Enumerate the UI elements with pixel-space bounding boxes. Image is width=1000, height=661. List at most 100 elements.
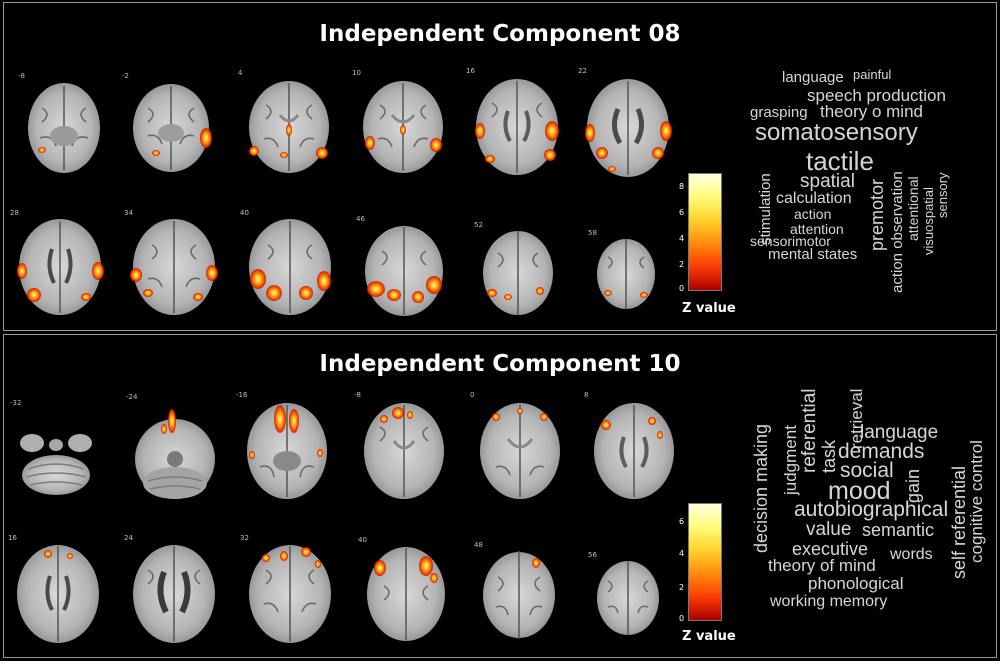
slice-label: -2 [122, 72, 129, 80]
slice-label: 8 [584, 391, 589, 399]
slice-label: 40 [240, 209, 249, 217]
panel-title: Independent Component 10 [319, 351, 681, 377]
slice-label: 56 [588, 551, 597, 559]
word-cloud-term: painful [853, 67, 892, 82]
word-cloud-term: speech production [807, 86, 946, 105]
colorbar-tick: 2 [679, 260, 685, 269]
colorbar-tick: 6 [679, 208, 685, 217]
brain-slice-image [483, 231, 553, 315]
brain-slice: -8 [18, 72, 107, 178]
colorbar-label: Z value [682, 301, 736, 316]
word-cloud-term: phonological [808, 574, 904, 593]
slice-label: 0 [470, 391, 475, 399]
colorbar-tick: 8 [679, 182, 685, 191]
brain-slice-image [475, 79, 559, 175]
word-cloud-term: stimulation [757, 173, 774, 245]
brain-slice-image [480, 403, 560, 499]
brain-slice-image [597, 561, 659, 635]
word-cloud-term: somatosensory [755, 119, 918, 146]
brain-slice-image [365, 226, 443, 316]
word-cloud-term: mood [828, 477, 891, 505]
word-cloud-term: grasping [750, 104, 808, 121]
word-cloud-term: demands [838, 440, 925, 463]
brain-slice: 46 [356, 215, 448, 321]
component-10-panel: Independent Component 10 -32 -24 -16 [3, 334, 997, 658]
slice-label: -8 [354, 391, 361, 399]
brain-slice-image [133, 84, 212, 172]
brain-slice-image [247, 403, 327, 499]
word-cloud-term: action [794, 206, 832, 222]
slice-label: 58 [588, 229, 597, 237]
colorbar-gradient [688, 173, 722, 291]
word-cloud-term: sensorimotor [750, 233, 831, 249]
brain-slice: 22 [578, 67, 674, 183]
colorbar-gradient [688, 503, 722, 621]
word-cloud-term: social [840, 459, 894, 482]
brain-slice-image [363, 81, 443, 173]
brain-slice-image [594, 403, 674, 499]
slice-label: 24 [124, 534, 133, 542]
word-cloud-term: words [890, 546, 933, 563]
colorbar-tick: 6 [679, 517, 685, 526]
component-08-panel: Independent Component 08 -8 -2 4 [3, 2, 997, 331]
brain-slice: 56 [588, 551, 664, 639]
brain-slice: 52 [474, 221, 558, 319]
brain-slice: 8 [584, 391, 680, 503]
word-cloud-term: theory o mind [820, 102, 923, 121]
word-cloud-term: judgment [781, 425, 800, 495]
word-cloud: language painful speech production grasp… [744, 3, 994, 332]
word-cloud-term: cognitive control [967, 440, 986, 563]
word-cloud-term: decision making [751, 423, 771, 553]
word-cloud-term: semantic [862, 520, 935, 540]
brain-slice: 34 [124, 209, 220, 320]
word-cloud-term: visuospatial [921, 187, 936, 255]
brain-slice-image [133, 545, 215, 643]
word-cloud-term: referential [799, 388, 820, 474]
slice-label: 34 [124, 209, 133, 217]
brain-slice-image [28, 83, 100, 173]
word-cloud-term: working memory [770, 593, 888, 610]
slice-label: 46 [356, 215, 365, 223]
brain-slice-image [367, 547, 445, 641]
brain-slice: 4 [238, 69, 337, 180]
brain-slice: -2 [122, 72, 216, 178]
word-cloud-term: self referential [949, 465, 969, 579]
slice-label: -16 [236, 391, 248, 399]
slice-label: -8 [18, 72, 25, 80]
brain-slice: 28 [10, 209, 106, 320]
brain-slice: -8 [354, 391, 450, 503]
slice-label: 16 [466, 67, 475, 75]
brain-slice: 32 [240, 534, 336, 648]
brain-slice: -24 [126, 393, 220, 501]
slice-label: 22 [578, 67, 587, 75]
brain-slice-image [17, 219, 104, 315]
brain-slice-image [249, 81, 329, 173]
brain-slice-image [483, 551, 555, 639]
brain-slice-image [17, 545, 99, 643]
word-cloud-term: task [819, 439, 839, 473]
brain-slice-image [249, 219, 331, 315]
word-cloud-term: language [860, 422, 939, 443]
word-cloud-term: value [806, 519, 852, 540]
word-cloud-term: mental states [768, 246, 858, 263]
colorbar-tick: 0 [679, 284, 685, 293]
brain-slice: 40 [358, 536, 450, 646]
colorbar-label: Z value [682, 629, 736, 644]
brain-slice-image [130, 219, 218, 315]
slice-label: 28 [10, 209, 19, 217]
brain-slice: -16 [236, 391, 335, 503]
brain-slice: 48 [474, 541, 560, 643]
word-cloud-term: sensory [935, 172, 950, 218]
colorbar-tick: 0 [679, 614, 685, 623]
brain-slice: 24 [124, 534, 220, 648]
brain-slice-image [249, 545, 331, 643]
brain-slice: 40 [240, 209, 336, 320]
slice-label: 40 [358, 536, 367, 544]
word-cloud-term: spatial [800, 171, 855, 192]
brain-slice: -32 [10, 399, 99, 500]
word-cloud-term: language [782, 69, 844, 86]
brain-slice: 0 [470, 391, 566, 503]
word-cloud-term: theory of mind [768, 556, 876, 575]
slice-label: 10 [352, 69, 361, 77]
word-cloud-term: attentional [905, 176, 921, 241]
